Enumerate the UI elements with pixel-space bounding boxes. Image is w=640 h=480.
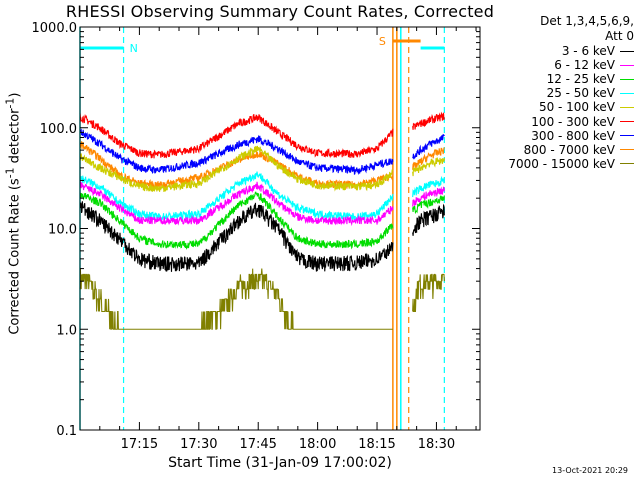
series-12-25-kev-trace-after [412, 194, 445, 215]
series-100-300-kev-trace-after [412, 111, 445, 130]
y-tick-label-2: 10.0 [48, 223, 77, 238]
chart-title: RHESSI Observing Summary Count Rates, Co… [65, 2, 495, 21]
series-12-25-kev-trace [79, 191, 394, 250]
legend-swatch [620, 163, 634, 165]
x-tick-label-2: 17:45 [239, 437, 276, 452]
x-tick-label-1: 17:30 [180, 437, 217, 452]
legend-entry-label: 100 - 300 keV [531, 114, 615, 129]
legend-swatch [620, 92, 634, 94]
legend-entry: 50 - 100 keV [508, 100, 634, 114]
annotation-label-1: S [379, 35, 386, 48]
legend-entry-label: 300 - 800 keV [531, 128, 615, 143]
series-25-50-kev-trace [79, 171, 394, 222]
legend-entry: 3 - 6 keV [508, 44, 634, 58]
legend-swatch [620, 106, 634, 108]
x-tick-label-0: 17:15 [121, 437, 158, 452]
series-50-100-kev-trace-after [412, 156, 445, 177]
legend-entry: 300 - 800 keV [508, 129, 634, 143]
x-tick-label-3: 18:00 [299, 437, 336, 452]
legend-swatch [620, 121, 634, 123]
series-300-800-kev-trace-after [412, 133, 445, 160]
legend-header: Det 1,3,4,5,6,9, Att 0 [540, 14, 634, 44]
series-3-6-kev-trace [79, 201, 394, 272]
series-7000-15000-kev-trace [79, 268, 393, 330]
legend-entry-label: 50 - 100 keV [538, 100, 615, 115]
y-tick-label-4: 0.1 [56, 424, 77, 439]
y-tick-label-1: 100.0 [40, 122, 77, 137]
legend-entry: 100 - 300 keV [508, 114, 634, 129]
legend-swatch [620, 135, 634, 137]
x-axis-label: Start Time (31-Jan-09 17:00:02) [168, 455, 392, 471]
legend-entry: 800 - 7000 keV [508, 143, 634, 157]
y-axis-label: Corrected Count Rate (s-1 detector-1) [3, 92, 23, 335]
axes-frame: 1000.0 100.0 10.0 1.0 0.1 17:15 17:30 17:45 18:0… [32, 21, 481, 452]
series-6-12-kev-trace [79, 180, 394, 227]
legend-swatch [620, 64, 634, 66]
y-tick-label-0: 1000.0 [32, 21, 78, 36]
legend-entry-label: 7000 - 15000 keV [508, 156, 615, 171]
annotation-label-0: N [130, 42, 138, 55]
legend-entry-label: 25 - 50 keV [546, 86, 615, 101]
timestamp: 13-Oct-2021 20:29 [552, 466, 628, 475]
legend-detectors: Det 1,3,4,5,6,9, [540, 14, 634, 28]
legend-swatch [620, 78, 634, 80]
series-50-100-kev-trace [79, 145, 394, 193]
legend-attenuator: Att 0 [605, 29, 634, 43]
legend-swatch [620, 149, 634, 151]
series-7000-15000-kev-trace-after [412, 273, 445, 313]
legend: 3 - 6 keV 6 - 12 keV 12 - 25 keV 25 - 50 ke… [508, 44, 634, 171]
legend-entry: 7000 - 15000 keV [508, 157, 634, 171]
y-tick-label-3: 1.0 [56, 323, 77, 338]
legend-entry-label: 6 - 12 keV [554, 58, 615, 73]
legend-entry-label: 3 - 6 keV [561, 44, 615, 59]
series-25-50-kev-trace-after [412, 175, 445, 198]
legend-swatch [620, 50, 634, 52]
legend-entry-label: 12 - 25 keV [546, 72, 615, 87]
series-800-7000-kev-trace-after [412, 147, 445, 170]
series-layer [79, 111, 445, 330]
legend-entry-label: 800 - 7000 keV [523, 142, 615, 157]
legend-entry: 6 - 12 keV [508, 58, 634, 72]
legend-entry: 12 - 25 keV [508, 72, 634, 86]
series-6-12-kev-trace-after [412, 186, 445, 207]
series-100-300-kev-trace [79, 113, 394, 159]
series-3-6-kev-trace-after [412, 203, 445, 236]
series-300-800-kev-trace [79, 128, 394, 176]
plot-frame [79, 26, 481, 431]
x-tick-label-5: 18:30 [418, 437, 455, 452]
x-tick-label-4: 18:15 [358, 437, 395, 452]
legend-entry: 25 - 50 keV [508, 86, 634, 100]
